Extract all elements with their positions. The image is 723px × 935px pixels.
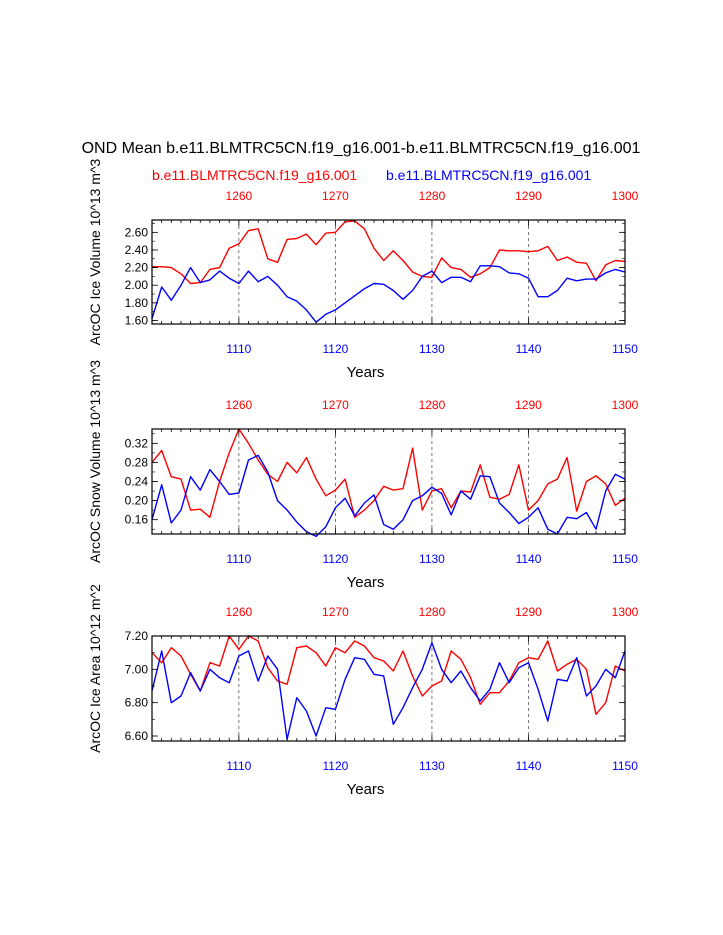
legend-red-label: b.e11.BLMTRC5CN.f19_g16.001	[152, 167, 357, 183]
chart-panels: 1110 1120 1130 1140 1150 1260 1270 1280 1290 1300…	[87, 158, 639, 798]
y-tick-label: 2.00	[125, 278, 149, 292]
chart-panel-3: 1110 1120 1130 1140 1150 1260 1270 1280 1290 1300…	[87, 584, 639, 798]
x-top-tick-label: 1290	[515, 189, 542, 203]
chart-title: OND Mean b.e11.BLMTRC5CN.f19_g16.001-b.e…	[82, 140, 641, 157]
x-top-tick-label: 1290	[515, 398, 542, 412]
x-top-tick-label: 1300	[612, 189, 639, 203]
x-axis-label: Years	[347, 364, 385, 381]
x-top-tick-label: 1270	[322, 189, 349, 203]
y-tick-label: 0.16	[125, 513, 149, 527]
y-tick-label: 6.60	[125, 729, 149, 743]
y-axis-label: ArcOC Ice Area 10^12 m^2	[87, 584, 103, 753]
x-top-tick-label: 1260	[226, 189, 253, 203]
y-tick-label: 0.20	[125, 494, 149, 508]
y-tick-label: 0.32	[125, 436, 149, 450]
plot-frame	[151, 635, 626, 742]
x-bottom-tick-label: 1130	[419, 759, 445, 773]
x-bottom-tick-label: 1110	[226, 552, 251, 566]
x-bottom-tick-label: 1120	[323, 552, 349, 566]
x-top-tick-label: 1280	[419, 605, 446, 619]
series-line-red	[152, 220, 626, 285]
x-top-tick-label: 1260	[226, 605, 253, 619]
x-bottom-tick-label: 1150	[612, 552, 638, 566]
series-line-blue	[151, 642, 626, 740]
x-top-tick-label: 1260	[226, 398, 253, 412]
legend-blue-label: b.e11.BLMTRC5CN.f19_g16.001	[386, 167, 591, 183]
x-top-tick-label: 1270	[322, 398, 349, 412]
x-top-tick-label: 1300	[612, 398, 639, 412]
chart-panel-1: 1110 1120 1130 1140 1150 1260 1270 1280 1290 1300…	[87, 158, 639, 381]
y-tick-label: 1.80	[125, 296, 149, 310]
x-bottom-tick-label: 1120	[323, 342, 349, 356]
y-tick-label: 1.60	[125, 313, 149, 327]
x-bottom-tick-label: 1140	[516, 759, 542, 773]
x-axis-label: Years	[347, 574, 385, 591]
x-top-tick-label: 1270	[322, 605, 349, 619]
series-line-red	[151, 428, 626, 518]
y-tick-label: 2.40	[125, 243, 149, 257]
y-tick-label: 0.28	[125, 455, 149, 469]
series-line-blue	[151, 454, 626, 538]
series-line-blue	[151, 265, 626, 323]
x-axis-label: Years	[347, 781, 385, 798]
x-bottom-tick-label: 1120	[323, 759, 349, 773]
chart-panel-2: 1110 1120 1130 1140 1150 1260 1270 1280 1290 1300…	[87, 360, 639, 591]
y-tick-label: 7.00	[125, 662, 149, 676]
y-tick-label: 2.20	[125, 261, 149, 275]
x-top-tick-label: 1290	[515, 605, 542, 619]
x-bottom-tick-label: 1130	[419, 552, 445, 566]
x-bottom-tick-label: 1140	[516, 552, 542, 566]
y-tick-label: 0.24	[125, 475, 149, 489]
y-tick-label: 2.60	[125, 225, 149, 239]
x-bottom-tick-label: 1110	[226, 342, 251, 356]
y-axis-label: ArcOC Snow Volume 10^13 m^3	[87, 360, 103, 563]
x-bottom-tick-label: 1130	[419, 342, 445, 356]
y-tick-label: 7.20	[125, 629, 149, 643]
x-bottom-tick-label: 1150	[612, 759, 638, 773]
x-top-tick-label: 1280	[419, 189, 446, 203]
x-bottom-tick-label: 1140	[516, 342, 542, 356]
series-line-red	[151, 635, 626, 715]
y-tick-label: 6.80	[125, 696, 149, 710]
x-bottom-tick-label: 1150	[612, 342, 638, 356]
x-top-tick-label: 1280	[419, 398, 446, 412]
x-bottom-tick-label: 1110	[226, 759, 251, 773]
plot-frame	[151, 219, 626, 325]
y-axis-label: ArcOC Ice Volume 10^13 m^3	[87, 158, 103, 345]
x-top-tick-label: 1300	[612, 605, 639, 619]
